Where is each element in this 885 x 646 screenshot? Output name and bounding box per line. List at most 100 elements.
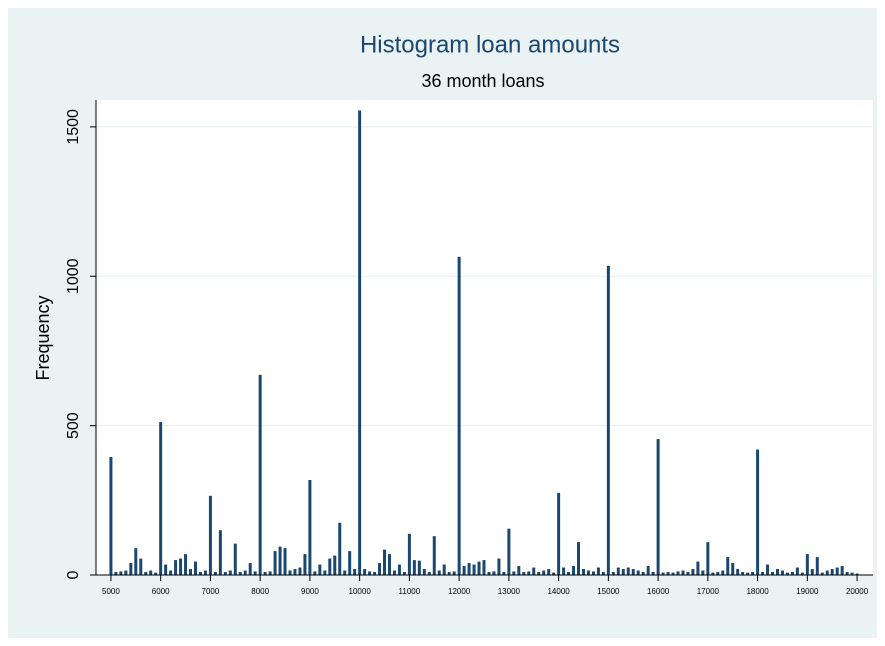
bar	[795, 567, 799, 575]
x-tick-label: 6000	[152, 587, 170, 596]
x-tick-label: 8000	[251, 587, 269, 596]
bar	[557, 492, 561, 575]
bar	[328, 558, 332, 575]
bar	[656, 439, 660, 575]
bar	[507, 528, 511, 575]
bar	[731, 563, 735, 575]
bar	[218, 530, 222, 575]
bar	[457, 256, 461, 575]
bar	[775, 569, 779, 575]
bar	[761, 572, 765, 575]
bar	[273, 551, 277, 575]
bar	[477, 561, 481, 575]
bar	[447, 572, 451, 575]
bar	[815, 557, 819, 575]
x-tick-label: 16000	[647, 587, 670, 596]
x-tick-label: 13000	[498, 587, 521, 596]
bar	[189, 569, 193, 575]
bar	[208, 495, 212, 575]
bar	[243, 570, 247, 575]
bar	[482, 560, 486, 575]
bar	[238, 572, 242, 575]
bar	[497, 558, 501, 575]
bar	[432, 536, 436, 575]
bar	[586, 570, 590, 575]
bar	[253, 571, 257, 575]
bar	[288, 570, 292, 575]
bar	[567, 572, 571, 575]
bar	[790, 572, 794, 575]
bar	[741, 572, 745, 575]
bar	[825, 570, 829, 575]
bar	[631, 569, 635, 575]
bar	[392, 570, 396, 575]
bar	[268, 571, 272, 575]
bar	[512, 571, 516, 575]
bar	[293, 569, 297, 575]
bar	[681, 570, 685, 575]
bar	[154, 572, 158, 575]
bar	[756, 449, 760, 575]
bar	[820, 572, 824, 575]
bar	[114, 572, 118, 575]
bar	[203, 570, 207, 575]
x-tick-label: 15000	[597, 587, 620, 596]
y-axis-label: Frequency	[33, 295, 53, 380]
bar	[835, 567, 839, 575]
bar	[258, 374, 262, 575]
bar	[616, 567, 620, 575]
bar	[706, 542, 710, 575]
bar	[591, 571, 595, 575]
bar	[467, 563, 471, 575]
bar	[502, 572, 506, 575]
bar	[318, 564, 322, 575]
bar	[487, 572, 491, 575]
bar	[368, 571, 372, 575]
bar	[109, 456, 113, 575]
bar	[691, 569, 695, 575]
bar	[626, 567, 630, 575]
bar	[144, 572, 148, 575]
bar	[169, 570, 173, 575]
y-tick-label: 0	[65, 570, 82, 579]
bar	[417, 560, 421, 575]
bar	[641, 572, 645, 575]
chart-title: Histogram loan amounts	[360, 31, 620, 58]
bar	[542, 570, 546, 575]
bar	[437, 570, 441, 575]
bar	[830, 569, 834, 575]
bar	[164, 564, 168, 575]
bar	[333, 555, 337, 575]
bar	[233, 543, 237, 575]
bar	[736, 569, 740, 575]
bar	[522, 572, 526, 575]
bar	[283, 548, 287, 575]
bar	[701, 570, 705, 575]
x-tick-label: 10000	[349, 587, 372, 596]
bar	[442, 564, 446, 575]
bar	[378, 563, 382, 575]
bar	[746, 572, 750, 575]
x-tick-label: 18000	[746, 587, 769, 596]
bar	[492, 571, 496, 575]
bar	[397, 564, 401, 575]
x-tick-label: 19000	[796, 587, 819, 596]
bar	[198, 572, 202, 575]
x-tick-label: 20000	[846, 587, 869, 596]
bar	[124, 570, 128, 575]
bar	[766, 564, 770, 575]
bar	[402, 572, 406, 575]
bar	[452, 571, 456, 575]
bar	[661, 572, 665, 575]
bar	[373, 572, 377, 575]
bar	[855, 573, 859, 575]
bar	[422, 569, 426, 575]
bar	[696, 561, 700, 575]
bar	[596, 567, 600, 575]
bar	[721, 570, 725, 575]
x-tick-label: 14000	[547, 587, 570, 596]
bar	[248, 563, 252, 575]
bar	[263, 572, 267, 575]
bar	[348, 551, 352, 575]
